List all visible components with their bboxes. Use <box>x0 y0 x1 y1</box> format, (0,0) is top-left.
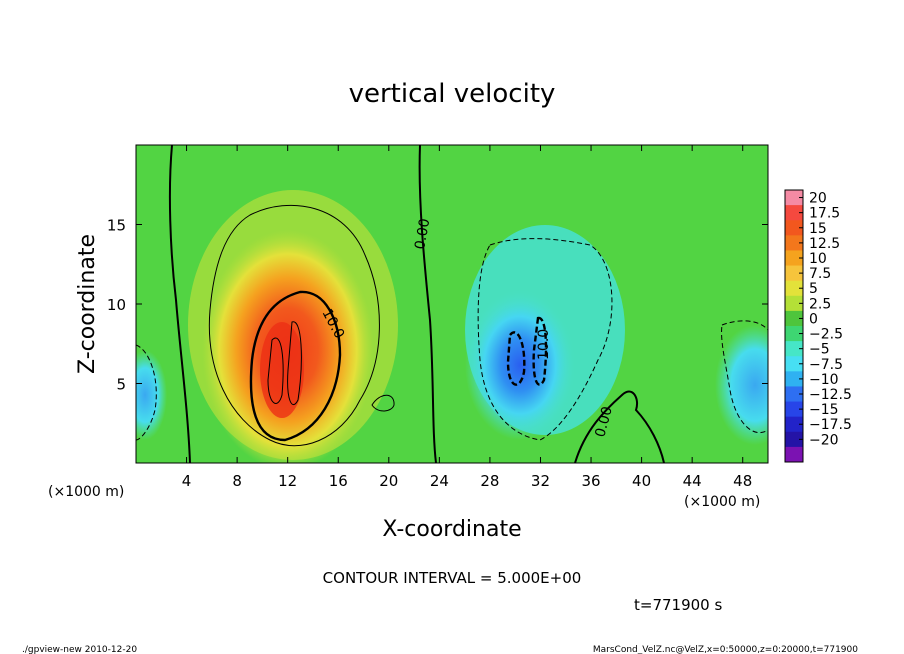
y-axis-label: Z-coordinate <box>75 234 100 374</box>
colorbar-label: 17.5 <box>809 206 840 222</box>
colorbar-label: 2.5 <box>809 296 831 312</box>
x-tick-label: 20 <box>379 472 398 490</box>
colorbar-swatch <box>785 371 803 387</box>
contour-label-10-right: 10.0 <box>536 329 552 360</box>
downdraft-left <box>136 350 167 440</box>
colorbar-swatch <box>785 190 803 206</box>
colorbar-label: −15 <box>809 402 839 418</box>
colorbar-label: −2.5 <box>809 327 843 343</box>
contour-zero-lower <box>574 390 665 463</box>
colorbar-swatch <box>785 310 803 327</box>
y-axis: 5 10 15 <box>107 217 768 394</box>
colorbar-swatch <box>785 265 803 282</box>
colorbar-swatch <box>785 386 803 403</box>
y-tick-label: 5 <box>116 376 126 394</box>
colorbar-swatch <box>785 431 803 448</box>
contour-neg10 <box>506 316 548 386</box>
colorbar-swatch <box>785 205 803 221</box>
colorbar-swatch <box>785 235 803 251</box>
colorbar-label: 12.5 <box>809 236 840 252</box>
contour-zero-left <box>168 145 191 463</box>
colorbar-swatch <box>785 341 803 357</box>
colorbar-swatch <box>785 295 803 312</box>
contour-15b <box>287 321 302 406</box>
contour-label-zero-mid: 0.00 <box>412 217 433 250</box>
y-tick-label: 15 <box>107 217 126 235</box>
contour-bubble <box>371 394 395 412</box>
x-axis: 4 8 12 16 20 24 28 32 36 40 44 48 <box>182 145 752 490</box>
contour-10 <box>249 290 342 442</box>
colorbar-swatch <box>785 416 803 433</box>
x-tick-label: 4 <box>182 472 192 490</box>
chart-title: vertical velocity <box>349 79 556 109</box>
y-tick-label: 10 <box>107 296 126 314</box>
colorbar-label: 7.5 <box>809 266 831 282</box>
x-tick-label: 16 <box>329 472 348 490</box>
colorbar-label: 5 <box>809 281 818 297</box>
heatmap-field <box>136 145 768 463</box>
colorbar-label: 0 <box>809 311 818 327</box>
colorbar-label: −7.5 <box>809 357 843 373</box>
x-tick-label: 40 <box>632 472 651 490</box>
contour-label-group: 10.0 0.00 10.0 0.00 <box>318 217 615 439</box>
colorbar-swatch <box>785 326 803 342</box>
colorbar-label: 10 <box>809 251 827 267</box>
colorbar-label: −10 <box>809 372 839 388</box>
contour-5 <box>208 204 380 447</box>
footer-right: MarsCond_VelZ.nc@VelZ,x=0:50000,z=0:2000… <box>593 645 858 654</box>
colorbar: 2017.51512.5107.552.50−2.5−5−7.5−10−12.5… <box>784 189 852 463</box>
downdraft-core <box>465 290 575 440</box>
colorbar-swatch <box>785 446 803 463</box>
contour-neg5-right <box>721 320 768 433</box>
colorbar-label: 15 <box>809 221 827 237</box>
colorbar-label: −20 <box>809 432 839 448</box>
colorbar-label: −17.5 <box>809 417 852 433</box>
colorbar-swatch <box>785 280 803 297</box>
colorbar-frame <box>784 189 804 463</box>
updraft-peak <box>260 322 304 418</box>
colorbar-label: −12.5 <box>809 387 852 403</box>
x-unit-label-right: (×1000 m) <box>684 494 760 510</box>
contour-15a <box>267 337 284 404</box>
x-tick-label: 44 <box>683 472 702 490</box>
x-tick-label: 32 <box>531 472 550 490</box>
contour-label-zero-lower: 0.00 <box>592 405 616 439</box>
colorbar-label: −5 <box>809 342 830 358</box>
x-axis-label: X-coordinate <box>382 517 521 542</box>
time-label: t=771900 s <box>634 596 722 614</box>
colorbar-swatch <box>785 356 803 372</box>
colorbar-swatch <box>785 220 803 236</box>
colorbar-swatch <box>785 250 803 267</box>
x-tick-label: 24 <box>430 472 449 490</box>
downdraft-right <box>715 325 768 445</box>
colorbar-label: 20 <box>809 191 827 207</box>
contour-interval-label: CONTOUR INTERVAL = 5.000E+00 <box>323 569 582 587</box>
x-tick-label: 8 <box>232 472 242 490</box>
colorbar-swatch <box>785 401 803 418</box>
contour-zero-mid <box>418 145 437 463</box>
x-tick-label: 48 <box>733 472 752 490</box>
contour-neg5 <box>477 238 613 441</box>
x-tick-label: 36 <box>581 472 600 490</box>
contour-lines <box>136 145 768 463</box>
x-tick-label: 12 <box>278 472 297 490</box>
x-tick-label: 28 <box>480 472 499 490</box>
x-unit-label-left: (×1000 m) <box>48 484 124 500</box>
footer-left: ./gpview-new 2010-12-20 <box>22 645 137 654</box>
